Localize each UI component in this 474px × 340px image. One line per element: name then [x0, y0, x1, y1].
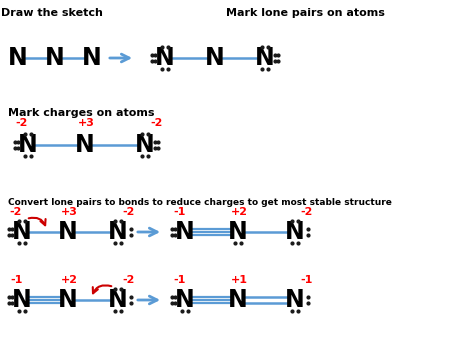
- Text: +2: +2: [61, 275, 78, 285]
- Text: Mark lone pairs on atoms: Mark lone pairs on atoms: [226, 8, 384, 18]
- Text: -2: -2: [16, 118, 28, 128]
- Text: N: N: [58, 220, 78, 244]
- Text: +3: +3: [78, 118, 94, 128]
- Text: -1: -1: [174, 275, 186, 285]
- Text: +2: +2: [230, 207, 247, 217]
- Text: Convert lone pairs to bonds to reduce charges to get most stable structure: Convert lone pairs to bonds to reduce ch…: [8, 198, 392, 207]
- Text: -2: -2: [123, 207, 135, 217]
- Text: -1: -1: [11, 275, 23, 285]
- Text: -2: -2: [151, 118, 163, 128]
- Text: -2: -2: [123, 275, 135, 285]
- Text: +3: +3: [61, 207, 77, 217]
- Text: Draw the sketch: Draw the sketch: [1, 8, 103, 18]
- Text: N: N: [12, 220, 32, 244]
- Text: N: N: [155, 46, 175, 70]
- Text: Mark charges on atoms: Mark charges on atoms: [8, 108, 155, 118]
- Text: N: N: [135, 133, 155, 157]
- Text: N: N: [255, 46, 275, 70]
- Text: N: N: [228, 288, 248, 312]
- Text: -2: -2: [301, 207, 313, 217]
- Text: -2: -2: [10, 207, 22, 217]
- Text: N: N: [285, 288, 305, 312]
- Text: N: N: [12, 288, 32, 312]
- Text: -1: -1: [301, 275, 313, 285]
- Text: N: N: [45, 46, 65, 70]
- Text: N: N: [58, 288, 78, 312]
- Text: -1: -1: [174, 207, 186, 217]
- Text: N: N: [8, 46, 28, 70]
- Text: N: N: [205, 46, 225, 70]
- Text: N: N: [175, 220, 195, 244]
- Text: +1: +1: [230, 275, 247, 285]
- Text: N: N: [228, 220, 248, 244]
- Text: N: N: [175, 288, 195, 312]
- Text: N: N: [18, 133, 38, 157]
- Text: N: N: [82, 46, 102, 70]
- Text: N: N: [108, 288, 128, 312]
- Text: N: N: [285, 220, 305, 244]
- Text: N: N: [75, 133, 95, 157]
- Text: N: N: [108, 220, 128, 244]
